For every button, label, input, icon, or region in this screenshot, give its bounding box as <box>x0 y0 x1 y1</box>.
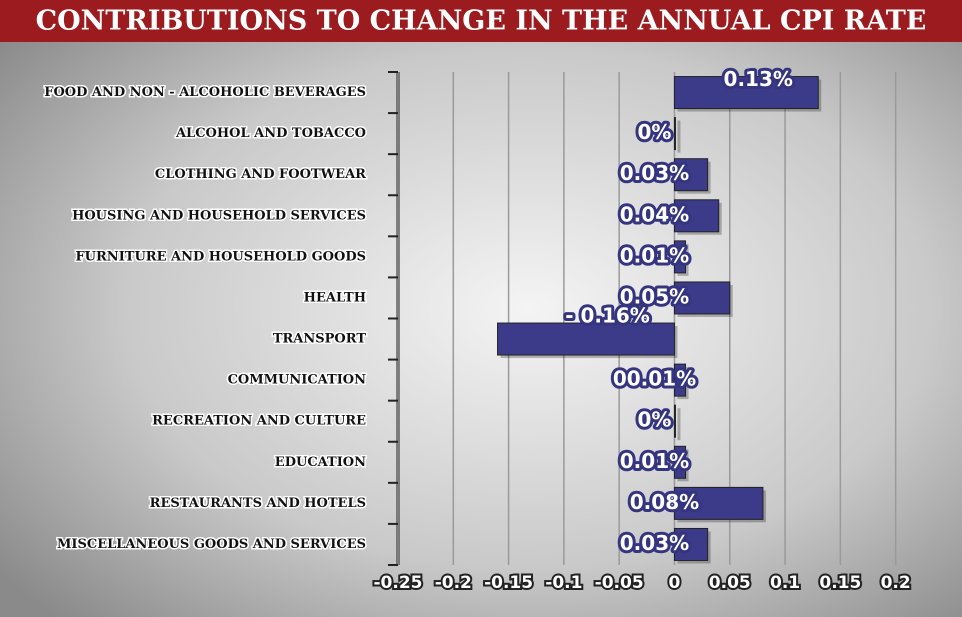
y-tick-label: HEALTH <box>304 290 366 305</box>
x-tick-label: 0.2 <box>881 573 911 593</box>
y-tick-label: ALCOHOL AND TOBACCO <box>175 126 366 141</box>
y-tick-label: MISCELLANEOUS GOODS AND SERVICES <box>57 537 366 552</box>
y-tick-label: RECREATION AND CULTURE <box>152 414 366 429</box>
bar-shadow <box>677 120 681 153</box>
x-tick-label: 0.1 <box>770 573 800 593</box>
x-tick-label: 0.05 <box>709 573 751 593</box>
bar <box>673 404 676 438</box>
bar <box>673 527 709 561</box>
bar <box>497 322 675 356</box>
value-label: 0.04% <box>620 202 689 226</box>
bar <box>673 117 676 151</box>
value-label: 0.03% <box>620 531 689 555</box>
bar <box>673 445 687 479</box>
y-tick-label: FURNITURE AND HOUSEHOLD GOODS <box>75 249 366 264</box>
value-label: 0.01% <box>620 243 689 267</box>
chart-title: CONTRIBUTIONS TO CHANGE IN THE ANNUAL CP… <box>36 6 927 37</box>
value-label: 0.13% <box>724 67 793 91</box>
bar <box>673 158 709 192</box>
y-tick-label: TRANSPORT <box>273 332 367 347</box>
y-tick-label: HOUSING AND HOUSEHOLD SERVICES <box>72 208 366 223</box>
value-label: - 0.16% <box>565 304 650 328</box>
value-label: 0.01% <box>620 449 689 473</box>
y-tick-label: FOOD AND NON - ALCOHOLIC BEVERAGES <box>44 85 366 100</box>
x-tick-label: -0.1 <box>545 573 582 593</box>
x-tick-label: -0.25 <box>374 573 423 593</box>
y-tick-label: CLOTHING AND FOOTWEAR <box>155 167 366 182</box>
bar <box>673 199 720 233</box>
bar <box>673 76 819 110</box>
y-tick-label: RESTAURANTS AND HOTELS <box>150 496 366 511</box>
y-tick-label: COMMUNICATION <box>228 373 367 388</box>
value-label: 0.05% <box>620 284 689 308</box>
value-label: 0% <box>637 408 671 432</box>
y-tick-label: EDUCATION <box>275 455 366 470</box>
value-label: 0.08% <box>630 490 699 514</box>
x-tick-label: -0.2 <box>435 573 472 593</box>
value-label: 00.01% <box>613 367 696 391</box>
value-label: 0.03% <box>620 161 689 185</box>
bar <box>673 281 731 315</box>
x-tick-label: 0.15 <box>819 573 861 593</box>
x-tick-label: -0.05 <box>595 573 644 593</box>
bar-shadow <box>677 408 681 441</box>
bar <box>673 363 687 397</box>
bar <box>673 240 687 274</box>
value-label: 0% <box>637 120 671 144</box>
bar <box>673 486 764 520</box>
x-tick-label: 0 <box>669 573 681 593</box>
x-tick-label: -0.15 <box>484 573 533 593</box>
title-band <box>0 0 962 42</box>
